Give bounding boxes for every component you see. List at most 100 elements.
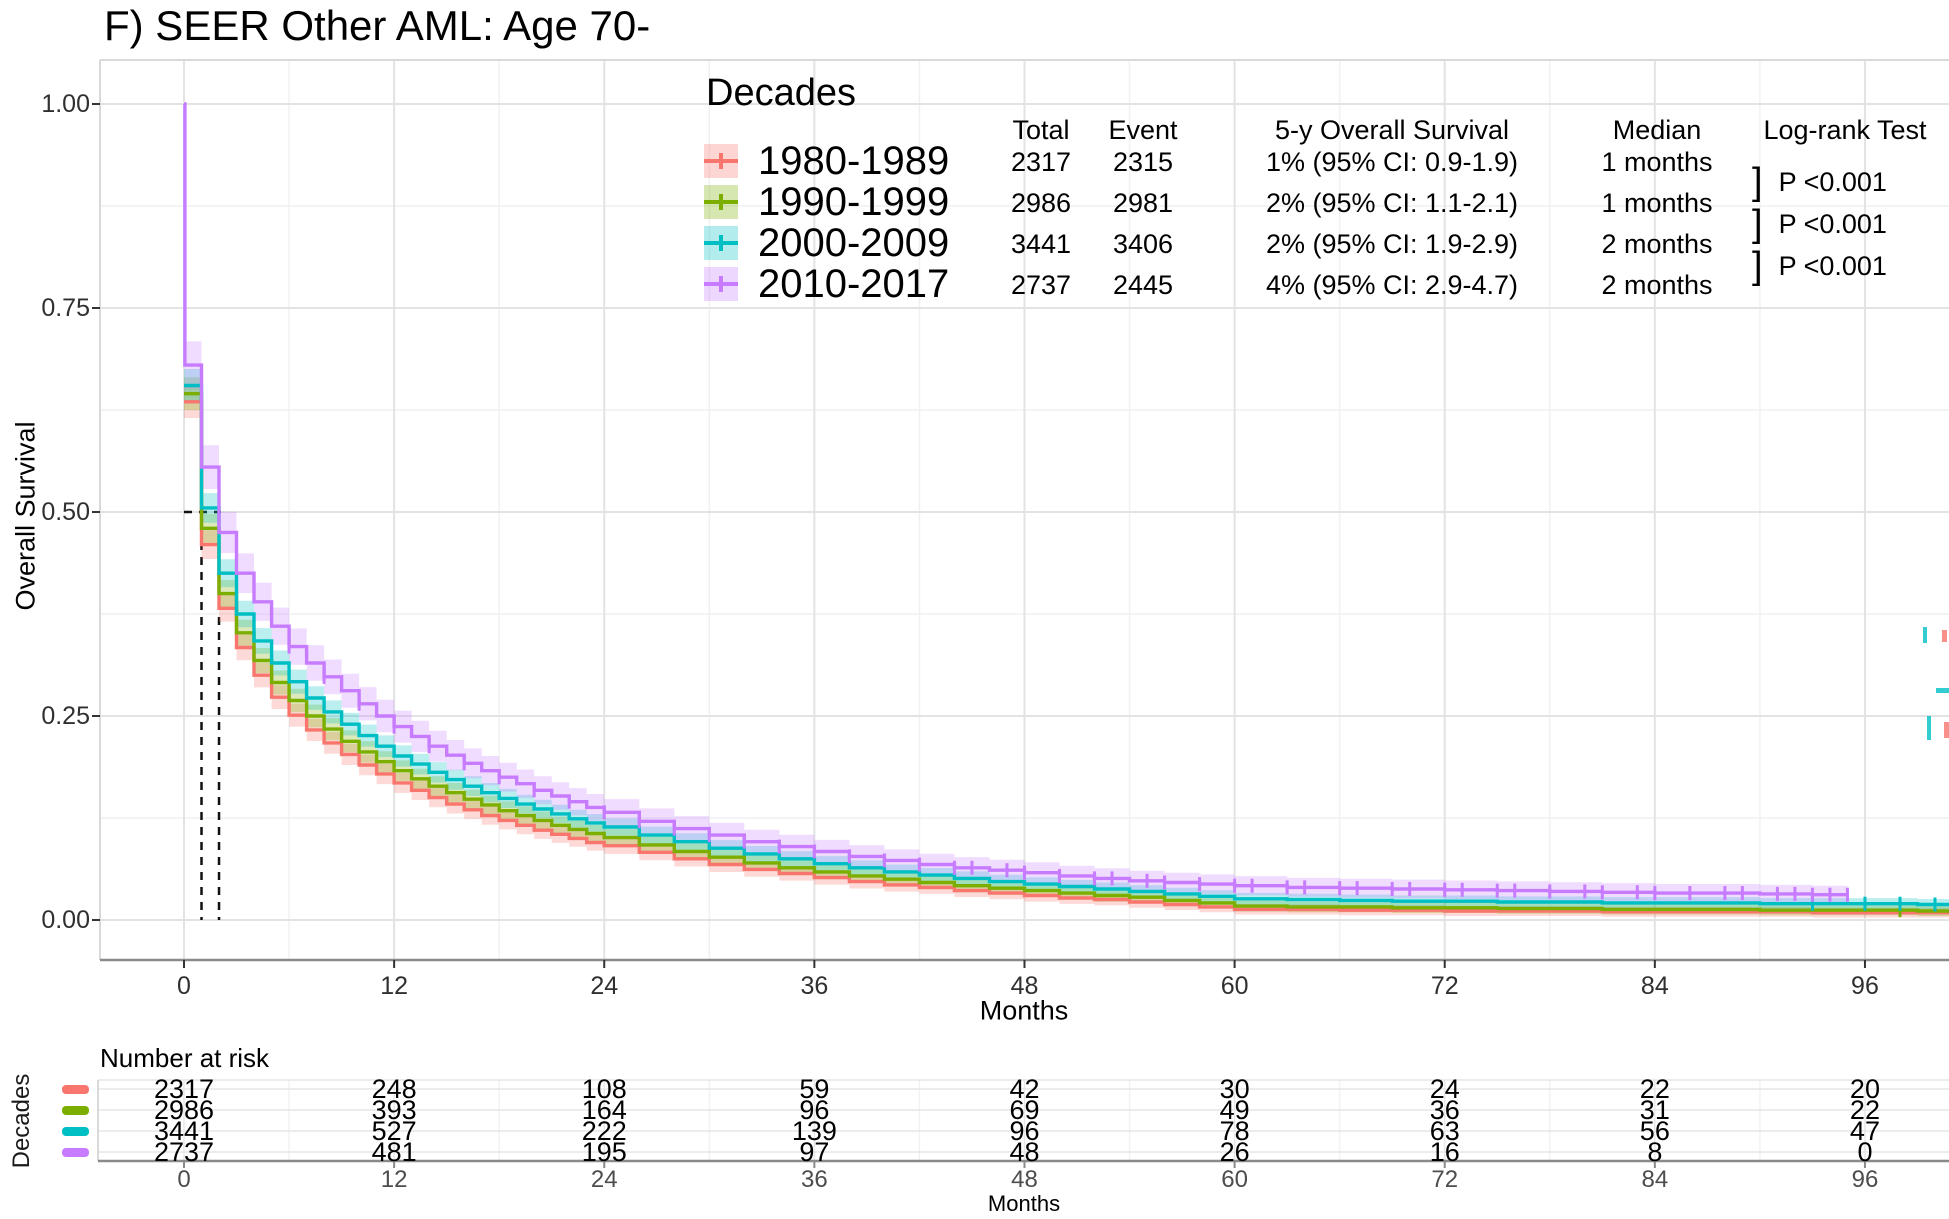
x-tick-96: 96 <box>1851 972 1879 1000</box>
y-tick-0.50: 0.50 <box>41 498 90 526</box>
risk-axis-label: Decades <box>8 1073 35 1169</box>
risk-key-2010-2017-icon <box>62 1147 89 1157</box>
logrank-pvalue-2: ] P <0.001 <box>1752 203 1887 245</box>
risk-count-1980-1989-m72: 24 <box>1429 1074 1460 1104</box>
os-value: 2% (95% CI: 1.9-2.9) <box>1265 229 1519 259</box>
risk-count-2000-2009-m84: 56 <box>1639 1116 1670 1146</box>
ci-ribbon-2010-2017 <box>184 341 1848 904</box>
median-value: 2 months <box>1601 270 1713 300</box>
ci-ribbon-1980-1989 <box>184 385 1949 918</box>
x-tick-60: 60 <box>1220 972 1249 1000</box>
legend-row-2000-2009: 2000-2009 3441 3406 2% (95% CI: 1.9-2.9)… <box>0 222 1949 266</box>
legend-row-1980-1989: 1980-1989 2317 2315 1% (95% CI: 0.9-1.9)… <box>0 140 1949 184</box>
total-value: 2737 <box>1010 270 1072 300</box>
risk-count-2000-2009-m36: 139 <box>791 1116 837 1146</box>
legend-key-2010-2017-icon <box>704 267 738 301</box>
legend-key-1990-1999-icon <box>704 185 738 219</box>
total-value: 2986 <box>1010 188 1072 218</box>
risk-count-2000-2009-m12: 527 <box>371 1116 417 1146</box>
risk-table-title: Number at risk <box>100 1043 270 1073</box>
risk-count-2000-2009-m96: 47 <box>1849 1116 1880 1146</box>
risk-count-1980-1989-m24: 108 <box>581 1074 627 1104</box>
y-tick-1.00: 1.00 <box>41 90 90 118</box>
legend-label: 1980-1989 <box>758 139 950 183</box>
logrank-pvalue-3: ] P <0.001 <box>1752 245 1887 287</box>
event-value: 3406 <box>1112 229 1174 259</box>
risk-x-tick-36: 36 <box>801 1166 828 1193</box>
bracket-icon: ] <box>1752 203 1763 245</box>
event-value: 2981 <box>1112 188 1174 218</box>
edge-artifact <box>1927 716 1931 740</box>
risk-count-1980-1989-m12: 248 <box>371 1074 417 1104</box>
risk-count-1990-1999-m72: 36 <box>1429 1095 1460 1125</box>
ci-ribbon-2000-2009 <box>184 369 1949 910</box>
risk-key-2000-2009-icon <box>62 1126 89 1136</box>
risk-count-2010-2017-m0: 2737 <box>153 1137 215 1167</box>
risk-count-1990-1999-m0: 2986 <box>153 1095 215 1125</box>
risk-x-tick-96: 96 <box>1851 1166 1879 1193</box>
legend-label: 1990-1999 <box>758 180 950 224</box>
bracket-icon: ] <box>1752 161 1763 203</box>
risk-count-2000-2009-m24: 222 <box>581 1116 627 1146</box>
risk-count-1980-1989-m0: 2317 <box>153 1074 215 1104</box>
column-header-total: Total <box>1012 115 1070 145</box>
column-header-5y-os: 5-y Overall Survival <box>1274 115 1510 145</box>
risk-count-1990-1999-m84: 31 <box>1639 1095 1670 1125</box>
median-value: 1 months <box>1601 188 1713 218</box>
risk-x-axis-label: Months <box>987 1191 1061 1216</box>
legend-title: Decades <box>706 72 856 114</box>
y-tick-0.25: 0.25 <box>41 702 90 730</box>
page-title: F) SEER Other AML: Age 70- <box>104 2 651 49</box>
risk-count-2010-2017-m96: 0 <box>1857 1137 1873 1167</box>
event-value: 2315 <box>1112 147 1174 177</box>
risk-count-2010-2017-m84: 8 <box>1647 1137 1663 1167</box>
column-header-logrank: Log-rank Test <box>1763 115 1927 145</box>
risk-count-2000-2009-m0: 3441 <box>153 1116 215 1146</box>
x-tick-24: 24 <box>590 972 619 1000</box>
legend-row-2010-2017: 2010-2017 2737 2445 4% (95% CI: 2.9-4.7)… <box>0 263 1949 307</box>
x-tick-0: 0 <box>177 972 191 1000</box>
risk-count-1980-1989-m84: 22 <box>1639 1074 1670 1104</box>
ci-ribbon-1990-1999 <box>184 377 1949 916</box>
edge-artifact <box>1942 630 1947 642</box>
risk-count-1980-1989-m60: 30 <box>1219 1074 1250 1104</box>
risk-key-1980-1989-icon <box>62 1084 89 1094</box>
risk-count-1990-1999-m24: 164 <box>581 1095 627 1125</box>
median-value: 1 months <box>1601 147 1713 177</box>
risk-count-2000-2009-m60: 78 <box>1219 1116 1250 1146</box>
legend-key-2000-2009-icon <box>704 226 738 260</box>
risk-x-tick-24: 24 <box>590 1166 618 1193</box>
risk-count-1990-1999-m12: 393 <box>371 1095 417 1125</box>
risk-count-1990-1999-m36: 96 <box>799 1095 830 1125</box>
median-value: 2 months <box>1601 229 1713 259</box>
risk-x-tick-60: 60 <box>1221 1166 1248 1193</box>
logrank-pvalue-1: ] P <0.001 <box>1752 161 1887 203</box>
survival-curve-1980-1989 <box>184 400 1949 915</box>
column-header-event: Event <box>1108 115 1178 145</box>
y-tick-0.00: 0.00 <box>41 906 90 934</box>
risk-count-2010-2017-m36: 97 <box>799 1137 830 1167</box>
risk-count-1980-1989-m96: 20 <box>1849 1074 1880 1104</box>
risk-x-tick-84: 84 <box>1641 1166 1669 1193</box>
event-value: 2445 <box>1112 270 1174 300</box>
risk-count-2010-2017-m60: 26 <box>1219 1137 1250 1167</box>
risk-count-1990-1999-m48: 69 <box>1009 1095 1040 1125</box>
bracket-icon: ] <box>1752 245 1763 287</box>
survival-curve-1990-1999 <box>184 392 1949 913</box>
total-value: 3441 <box>1010 229 1072 259</box>
x-tick-84: 84 <box>1640 972 1669 1000</box>
risk-x-tick-12: 12 <box>380 1166 408 1193</box>
os-value: 4% (95% CI: 2.9-4.7) <box>1265 270 1519 300</box>
survival-curve-2000-2009 <box>184 383 1949 907</box>
os-value: 1% (95% CI: 0.9-1.9) <box>1265 147 1519 177</box>
legend-label: 2010-2017 <box>758 262 950 306</box>
legend-row-1990-1999: 1990-1999 2986 2981 2% (95% CI: 1.1-2.1)… <box>0 181 1949 225</box>
risk-count-1980-1989-m48: 42 <box>1009 1074 1040 1104</box>
legend-key-1980-1989-icon <box>704 144 738 178</box>
risk-x-tick-72: 72 <box>1431 1166 1459 1193</box>
x-axis-label: Months <box>979 995 1069 1026</box>
risk-count-1990-1999-m96: 22 <box>1849 1095 1880 1125</box>
total-value: 2317 <box>1010 147 1072 177</box>
risk-count-2000-2009-m72: 63 <box>1429 1116 1460 1146</box>
